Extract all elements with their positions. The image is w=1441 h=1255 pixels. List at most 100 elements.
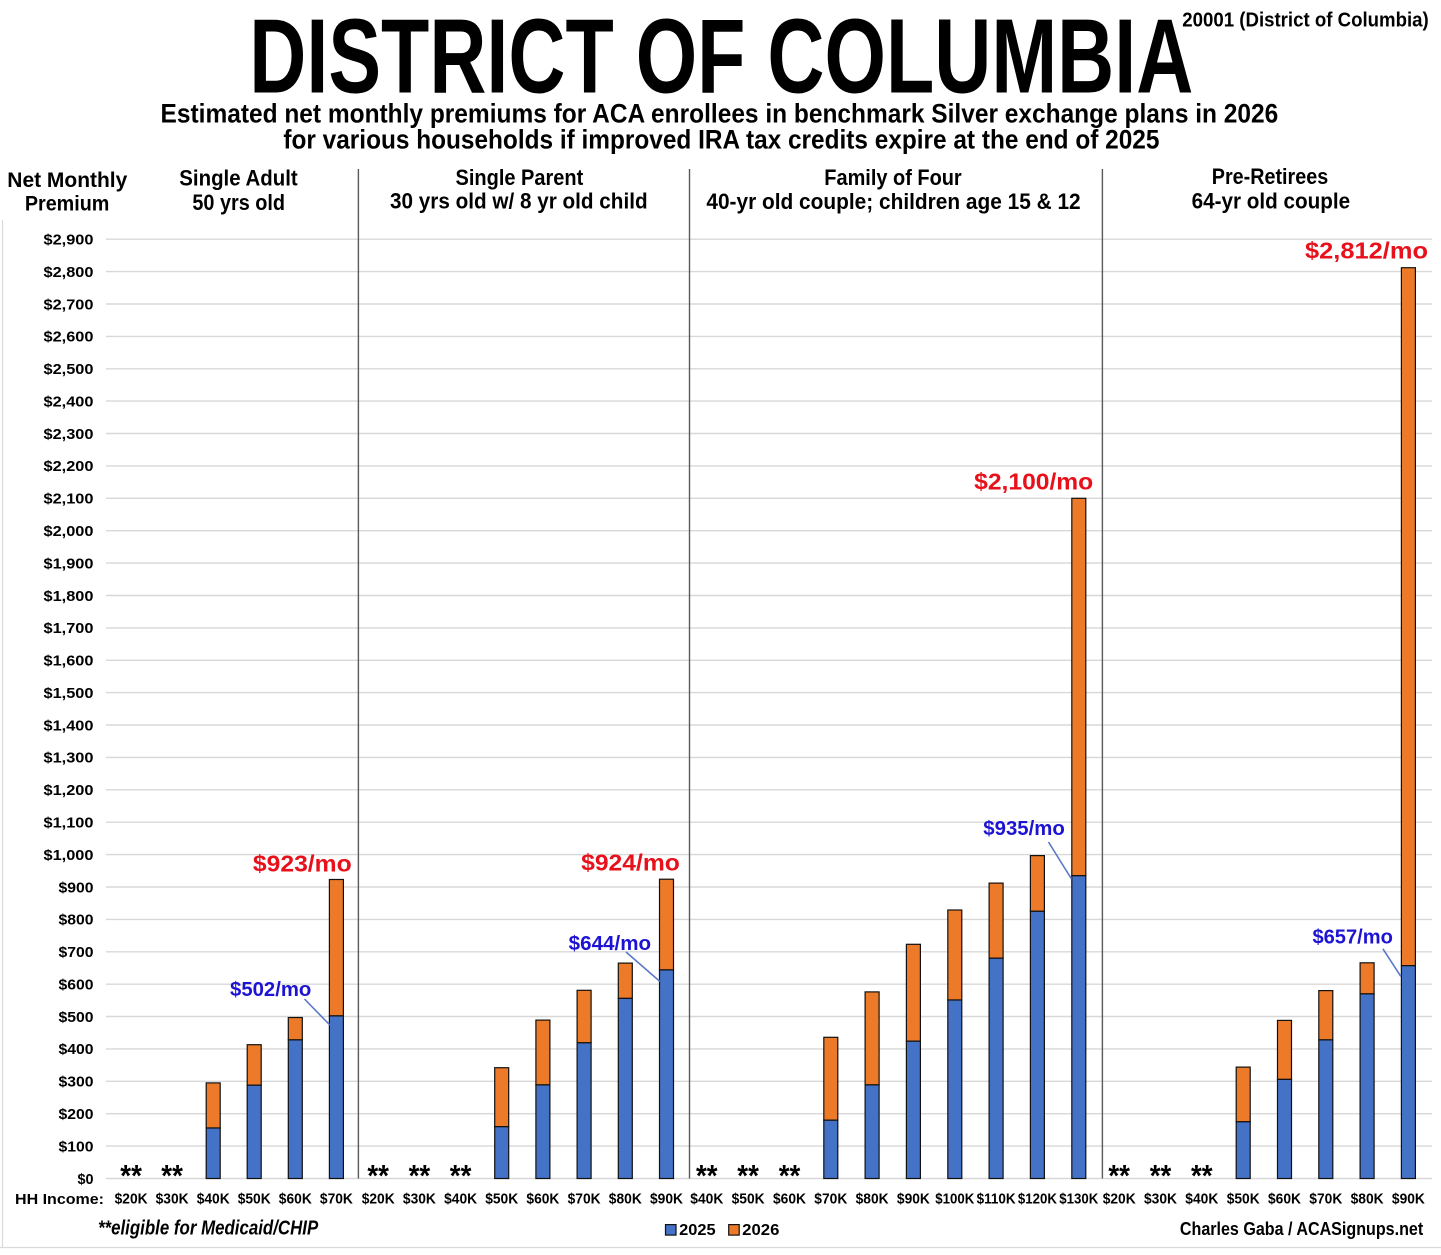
svg-text:**: ** [450, 1158, 472, 1193]
svg-text:50 yrs old: 50 yrs old [192, 190, 285, 215]
svg-text:$800: $800 [59, 912, 94, 929]
svg-text:$700: $700 [59, 944, 94, 961]
svg-text:$40K: $40K [690, 1191, 723, 1208]
svg-text:$90K: $90K [650, 1191, 683, 1208]
svg-text:$80K: $80K [1351, 1191, 1384, 1208]
svg-text:$100: $100 [59, 1138, 94, 1155]
svg-text:$80K: $80K [609, 1191, 642, 1208]
svg-text:$70K: $70K [1309, 1191, 1342, 1208]
svg-text:$400: $400 [59, 1041, 94, 1058]
svg-text:$1,300: $1,300 [44, 750, 94, 767]
svg-text:**: ** [1191, 1158, 1213, 1193]
svg-text:$60K: $60K [526, 1191, 559, 1208]
svg-text:64-yr old couple: 64-yr old couple [1192, 189, 1351, 214]
svg-text:**: ** [696, 1158, 718, 1193]
svg-text:$2,300: $2,300 [44, 426, 94, 443]
svg-text:$50K: $50K [485, 1191, 518, 1208]
svg-text:Charles Gaba / ACASignups.net: Charles Gaba / ACASignups.net [1180, 1218, 1423, 1239]
svg-text:$70K: $70K [814, 1191, 847, 1208]
svg-text:$1,900: $1,900 [44, 555, 94, 572]
svg-text:Pre-Retirees: Pre-Retirees [1212, 164, 1328, 189]
svg-text:Net Monthly: Net Monthly [7, 167, 127, 192]
svg-text:$60K: $60K [279, 1191, 312, 1208]
svg-text:$2,600: $2,600 [44, 329, 94, 346]
svg-text:Single Parent: Single Parent [456, 165, 584, 190]
svg-text:$70K: $70K [320, 1191, 353, 1208]
svg-text:$500: $500 [59, 1009, 94, 1026]
svg-text:$80K: $80K [856, 1191, 889, 1208]
svg-text:Single Adult: Single Adult [179, 166, 298, 191]
svg-text:$40K: $40K [1185, 1191, 1218, 1208]
svg-text:$90K: $90K [1392, 1191, 1425, 1208]
svg-text:$1,000: $1,000 [44, 847, 94, 864]
svg-text:$0: $0 [78, 1171, 94, 1188]
svg-text:30 yrs old w/ 8 yr old child: 30 yrs old w/ 8 yr old child [390, 188, 648, 213]
svg-text:$60K: $60K [1268, 1191, 1301, 1208]
svg-text:$2,100: $2,100 [44, 491, 94, 508]
svg-text:$30K: $30K [403, 1191, 436, 1208]
svg-text:**: ** [779, 1158, 801, 1193]
svg-text:$20K: $20K [362, 1191, 395, 1208]
svg-text:Family of Four: Family of Four [824, 165, 962, 190]
svg-text:$657/mo: $657/mo [1312, 926, 1393, 949]
svg-text:$2,200: $2,200 [44, 458, 94, 475]
svg-text:$644/mo: $644/mo [569, 932, 651, 955]
svg-text:$200: $200 [59, 1106, 94, 1123]
svg-text:$1,800: $1,800 [44, 588, 94, 605]
svg-text:$40K: $40K [197, 1191, 230, 1208]
svg-text:$300: $300 [59, 1074, 94, 1091]
svg-text:$502/mo: $502/mo [230, 978, 311, 1001]
svg-text:$70K: $70K [568, 1191, 601, 1208]
svg-text:$1,100: $1,100 [44, 815, 94, 832]
svg-text:$50K: $50K [1227, 1191, 1260, 1208]
svg-text:$2,800: $2,800 [44, 264, 94, 281]
svg-text:**: ** [120, 1158, 142, 1193]
svg-text:$2,812/mo: $2,812/mo [1305, 237, 1428, 263]
svg-text:$900: $900 [59, 879, 94, 896]
svg-text:$2,900: $2,900 [44, 232, 94, 249]
svg-text:$2,400: $2,400 [44, 393, 94, 410]
svg-text:$110K: $110K [977, 1191, 1016, 1208]
svg-text:$50K: $50K [732, 1191, 765, 1208]
svg-text:**: ** [737, 1158, 759, 1193]
svg-text:for various households if impr: for various households if improved IRA t… [283, 124, 1159, 154]
svg-text:$1,700: $1,700 [44, 620, 94, 637]
svg-text:$90K: $90K [897, 1191, 930, 1208]
svg-text:2026: 2026 [742, 1222, 780, 1239]
svg-text:$20K: $20K [115, 1191, 148, 1208]
svg-text:$2,500: $2,500 [44, 361, 94, 378]
svg-text:$2,700: $2,700 [44, 296, 94, 313]
svg-text:$1,500: $1,500 [44, 685, 94, 702]
svg-text:DISTRICT OF COLUMBIA: DISTRICT OF COLUMBIA [249, 0, 1193, 116]
svg-text:**eligible for Medicaid/CHIP: **eligible for Medicaid/CHIP [98, 1217, 319, 1239]
svg-text:$1,200: $1,200 [44, 782, 94, 799]
svg-text:$2,100/mo: $2,100/mo [974, 469, 1093, 495]
svg-text:20001 (District of Columbia): 20001 (District of Columbia) [1182, 8, 1428, 31]
svg-text:$20K: $20K [1103, 1191, 1136, 1208]
svg-text:**: ** [409, 1158, 431, 1193]
svg-text:$30K: $30K [1144, 1191, 1177, 1208]
svg-text:$100K: $100K [935, 1191, 974, 1208]
svg-text:$1,400: $1,400 [44, 717, 94, 734]
svg-text:**: ** [161, 1158, 183, 1193]
svg-text:$600: $600 [59, 977, 94, 994]
svg-text:**: ** [1108, 1158, 1130, 1193]
svg-text:$50K: $50K [238, 1191, 271, 1208]
svg-text:**: ** [1150, 1158, 1172, 1193]
svg-text:$30K: $30K [156, 1191, 189, 1208]
svg-text:$923/mo: $923/mo [253, 851, 352, 877]
svg-text:$924/mo: $924/mo [581, 850, 680, 876]
svg-text:40-yr old couple; children age: 40-yr old couple; children age 15 & 12 [706, 189, 1080, 214]
svg-text:$935/mo: $935/mo [983, 817, 1065, 840]
svg-text:$130K: $130K [1059, 1191, 1098, 1208]
svg-text:$40K: $40K [444, 1191, 477, 1208]
svg-text:$120K: $120K [1018, 1191, 1057, 1208]
svg-text:$60K: $60K [773, 1191, 806, 1208]
svg-text:Estimated net monthly premiums: Estimated net monthly premiums for ACA e… [161, 98, 1279, 128]
svg-text:2025: 2025 [679, 1222, 716, 1239]
svg-text:**: ** [367, 1158, 389, 1193]
svg-text:HH Income:: HH Income: [15, 1191, 104, 1208]
svg-text:Premium: Premium [25, 191, 110, 216]
svg-text:$1,600: $1,600 [44, 653, 94, 670]
svg-text:$2,000: $2,000 [44, 523, 94, 540]
